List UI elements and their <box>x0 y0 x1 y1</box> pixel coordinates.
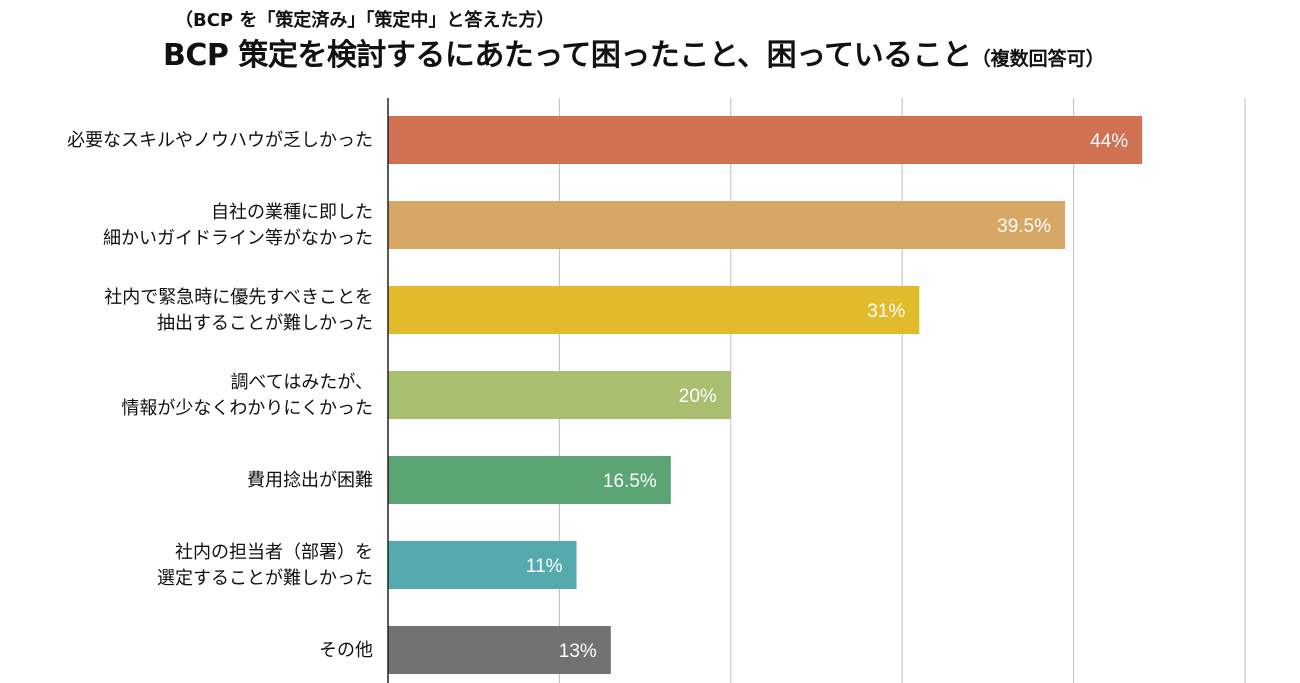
category-label: 必要なスキルやノウハウが乏しかった <box>67 130 373 151</box>
category-label: 情報が少なくわかりにくかった <box>121 398 373 419</box>
category-label: 社内の担当者（部署）を <box>175 542 373 563</box>
chart-subtitle: （BCP を「策定済み」「策定中」と答えた方） <box>175 10 555 31</box>
chart-title-note: （複数回答可） <box>971 48 1105 70</box>
bars: 44% 39.5% 31% 20% 16.5% 11% 13% <box>388 116 1143 674</box>
category-label: 自社の業種に即した <box>211 202 373 223</box>
data-label: 16.5% <box>603 471 657 492</box>
bar <box>388 626 611 674</box>
chart-title: BCP 策定を検討するにあたって困ったこと、困っていること（複数回答可） <box>163 30 1105 74</box>
category-label: 選定することが難しかった <box>157 568 373 589</box>
bar <box>388 286 920 334</box>
category-label: 抽出することが難しかった <box>157 313 373 334</box>
bar <box>388 371 731 419</box>
category-labels: 必要なスキルやノウハウが乏しかった自社の業種に即した細かいガイドライン等がなかっ… <box>67 130 373 661</box>
category-label: その他 <box>319 640 373 661</box>
chart-title-main: BCP 策定を検討するにあたって困ったこと、困っていること <box>163 38 972 73</box>
category-label: 費用捻出が困難 <box>247 470 373 491</box>
data-label: 39.5% <box>997 216 1051 237</box>
bar <box>388 541 577 589</box>
bar <box>388 456 671 504</box>
category-label: 社内で緊急時に優先すべきことを <box>104 287 373 308</box>
bar <box>388 201 1066 249</box>
bar <box>388 116 1143 164</box>
data-label: 20% <box>679 386 717 407</box>
data-label: 31% <box>867 301 905 322</box>
data-label: 44% <box>1090 131 1128 152</box>
category-label: 細かいガイドライン等がなかった <box>103 228 373 249</box>
data-label: 11% <box>526 556 563 577</box>
data-label: 13% <box>559 641 597 662</box>
category-label: 調べてはみたが、 <box>230 372 373 393</box>
